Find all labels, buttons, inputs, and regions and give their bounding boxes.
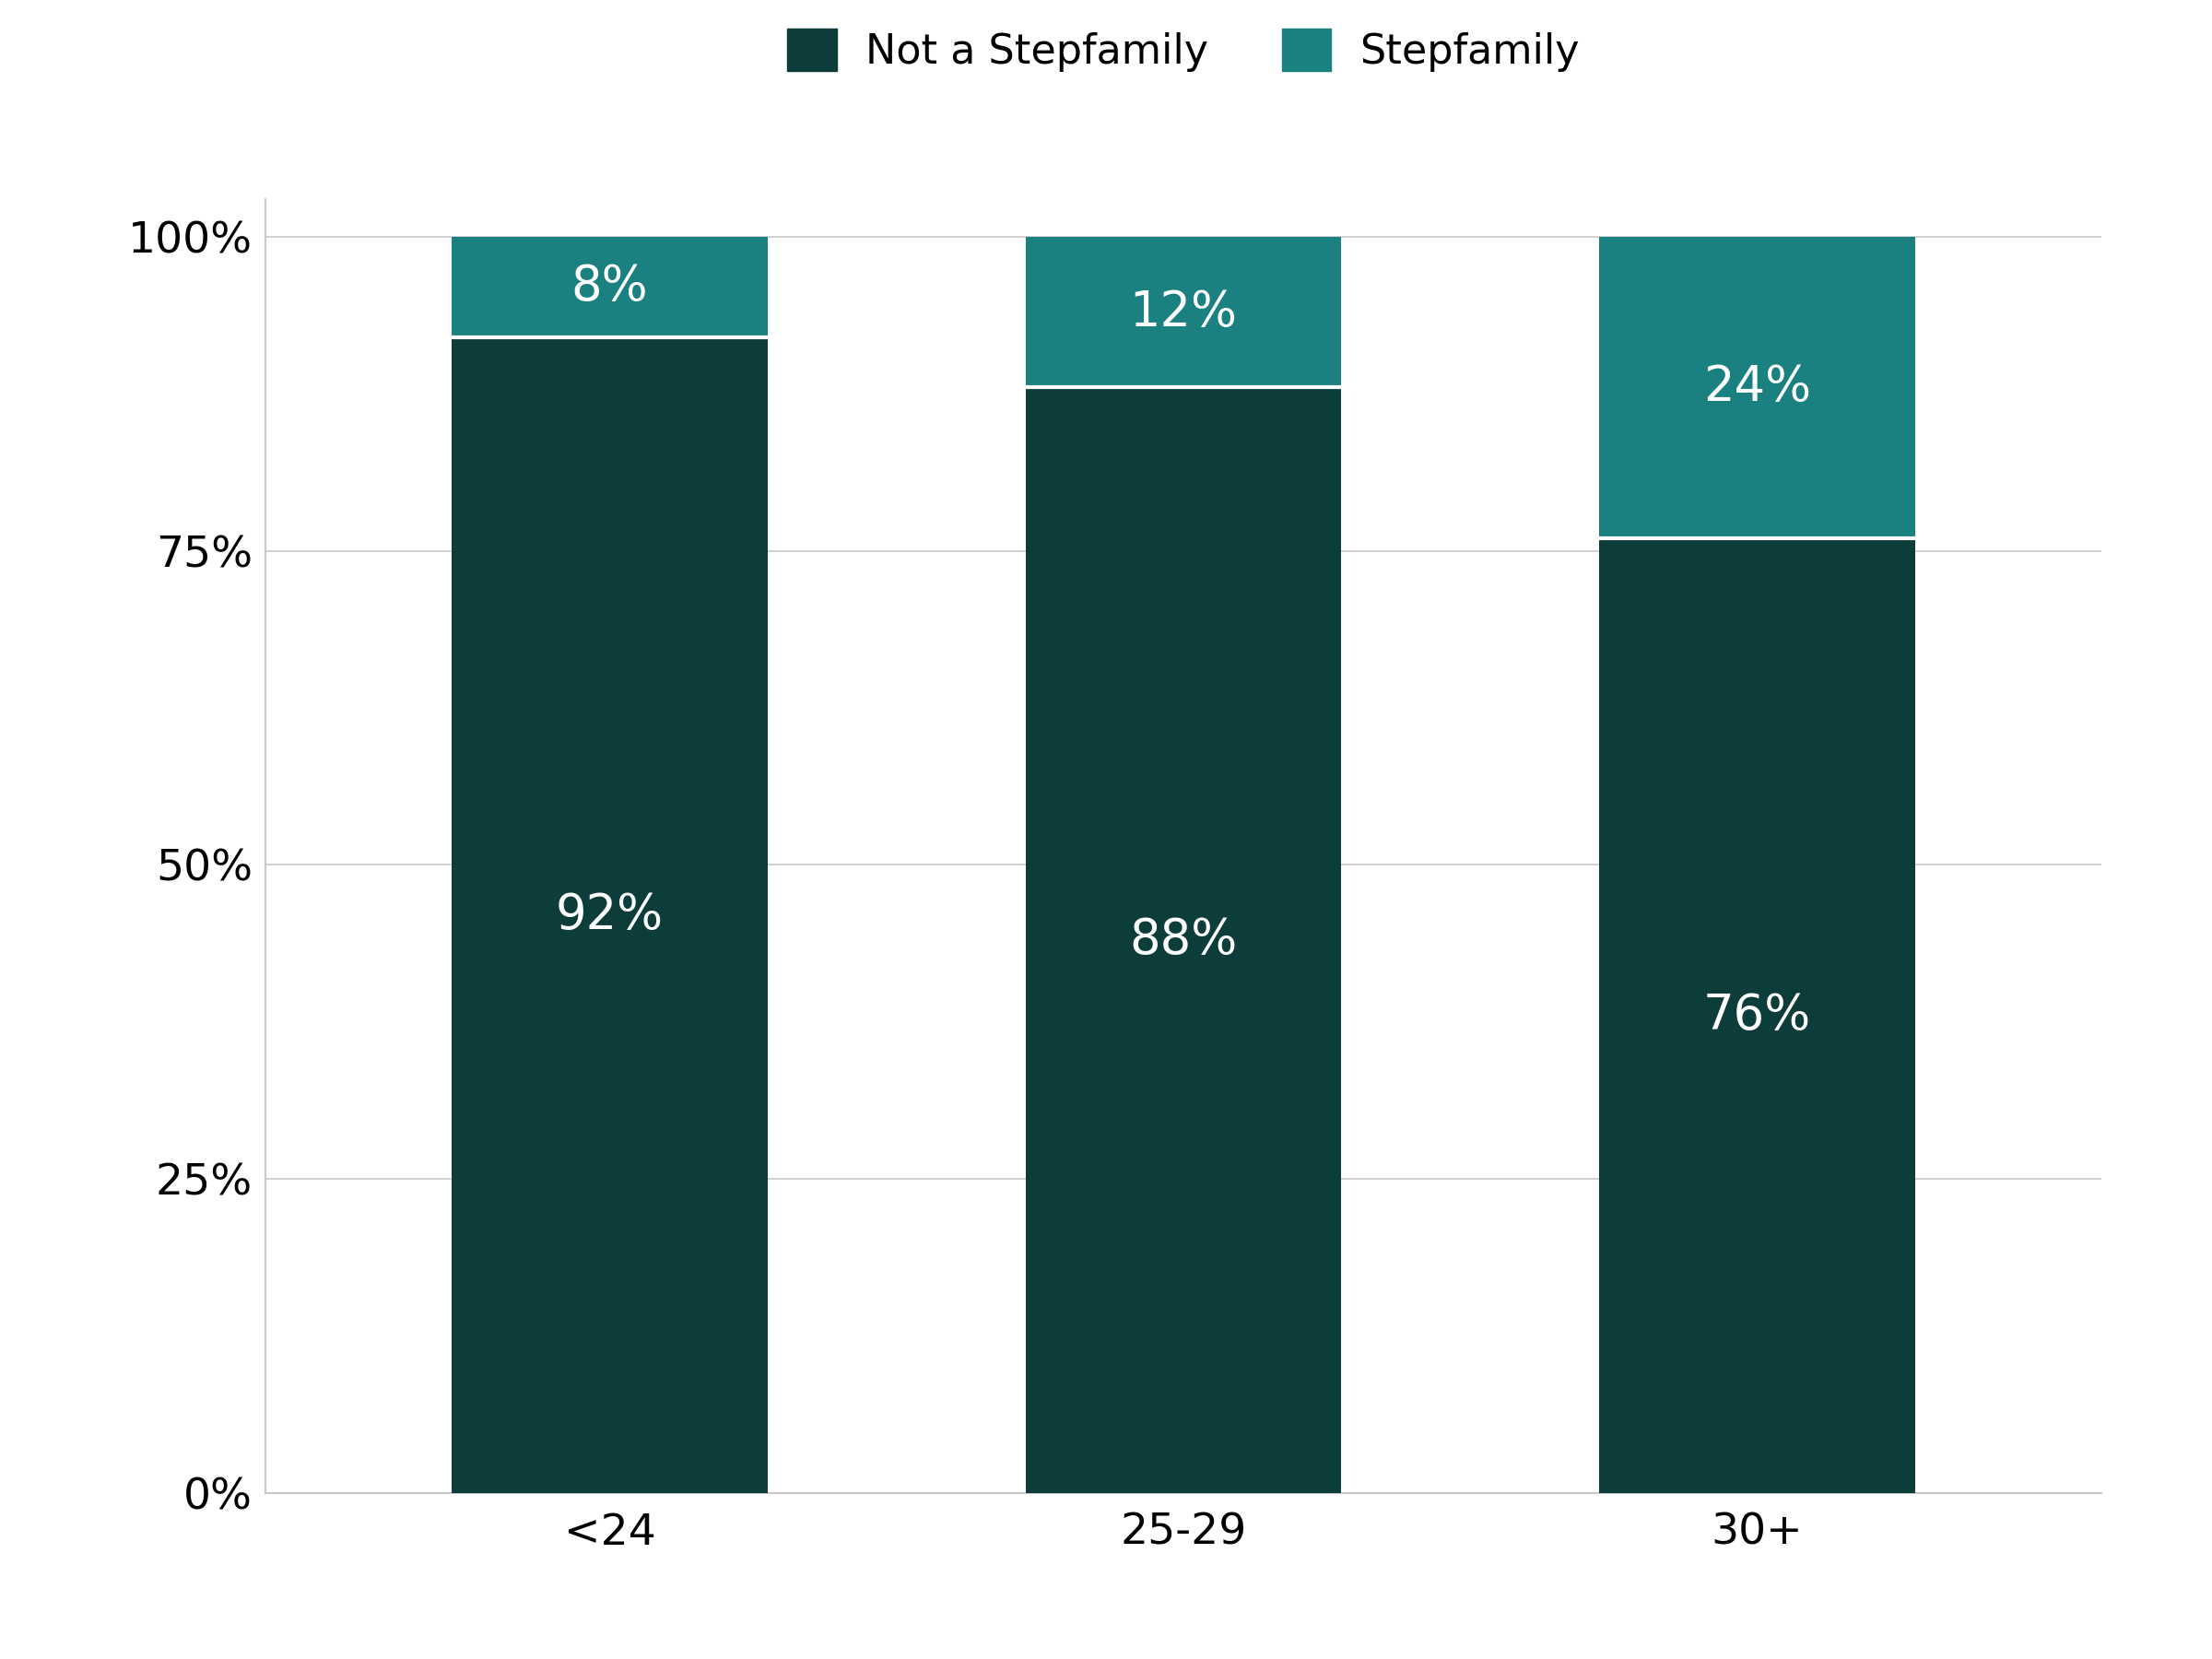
Text: 92%: 92%	[555, 891, 664, 939]
Text: 76%: 76%	[1703, 992, 1812, 1040]
Bar	[451, 237, 768, 337]
Bar	[1026, 388, 1340, 1493]
Text: 8%: 8%	[571, 264, 648, 310]
Text: 88%: 88%	[1130, 916, 1237, 964]
Text: 12%: 12%	[1130, 289, 1237, 337]
Legend: Not a Stepfamily, Stepfamily: Not a Stepfamily, Stepfamily	[772, 13, 1595, 88]
Bar	[451, 337, 768, 1493]
Text: 24%: 24%	[1703, 363, 1812, 411]
Bar	[1599, 237, 1916, 538]
Bar	[1599, 538, 1916, 1493]
Bar	[1026, 237, 1340, 388]
